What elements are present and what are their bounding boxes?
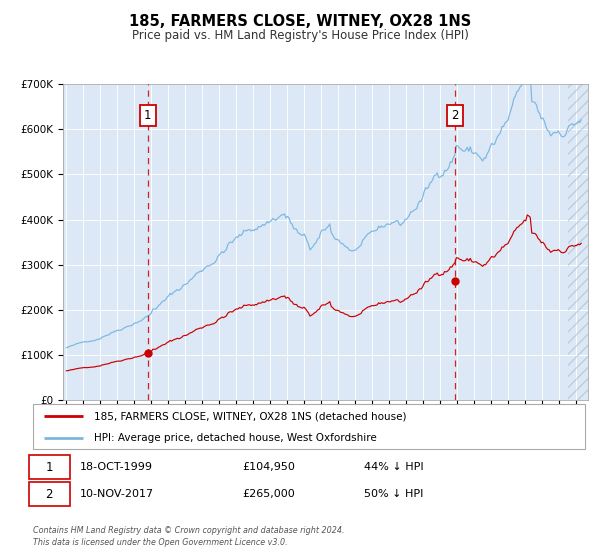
Text: 50% ↓ HPI: 50% ↓ HPI: [364, 489, 424, 499]
Text: This data is licensed under the Open Government Licence v3.0.: This data is licensed under the Open Gov…: [33, 538, 287, 547]
Text: 185, FARMERS CLOSE, WITNEY, OX28 1NS: 185, FARMERS CLOSE, WITNEY, OX28 1NS: [129, 14, 471, 29]
Text: 1: 1: [144, 109, 152, 122]
Text: 44% ↓ HPI: 44% ↓ HPI: [364, 463, 424, 472]
Text: Contains HM Land Registry data © Crown copyright and database right 2024.: Contains HM Land Registry data © Crown c…: [33, 526, 344, 535]
Text: Price paid vs. HM Land Registry's House Price Index (HPI): Price paid vs. HM Land Registry's House …: [131, 29, 469, 42]
Text: £265,000: £265,000: [243, 489, 296, 499]
Text: 10-NOV-2017: 10-NOV-2017: [80, 489, 154, 499]
Text: 2: 2: [451, 109, 458, 122]
Text: 2: 2: [46, 488, 53, 501]
Text: 1: 1: [46, 461, 53, 474]
Text: 18-OCT-1999: 18-OCT-1999: [80, 463, 153, 472]
Text: HPI: Average price, detached house, West Oxfordshire: HPI: Average price, detached house, West…: [94, 433, 376, 443]
FancyBboxPatch shape: [29, 482, 70, 506]
Text: 185, FARMERS CLOSE, WITNEY, OX28 1NS (detached house): 185, FARMERS CLOSE, WITNEY, OX28 1NS (de…: [94, 412, 406, 422]
FancyBboxPatch shape: [29, 455, 70, 479]
Bar: [568, 84, 593, 400]
FancyBboxPatch shape: [33, 404, 585, 449]
Text: £104,950: £104,950: [243, 463, 296, 472]
